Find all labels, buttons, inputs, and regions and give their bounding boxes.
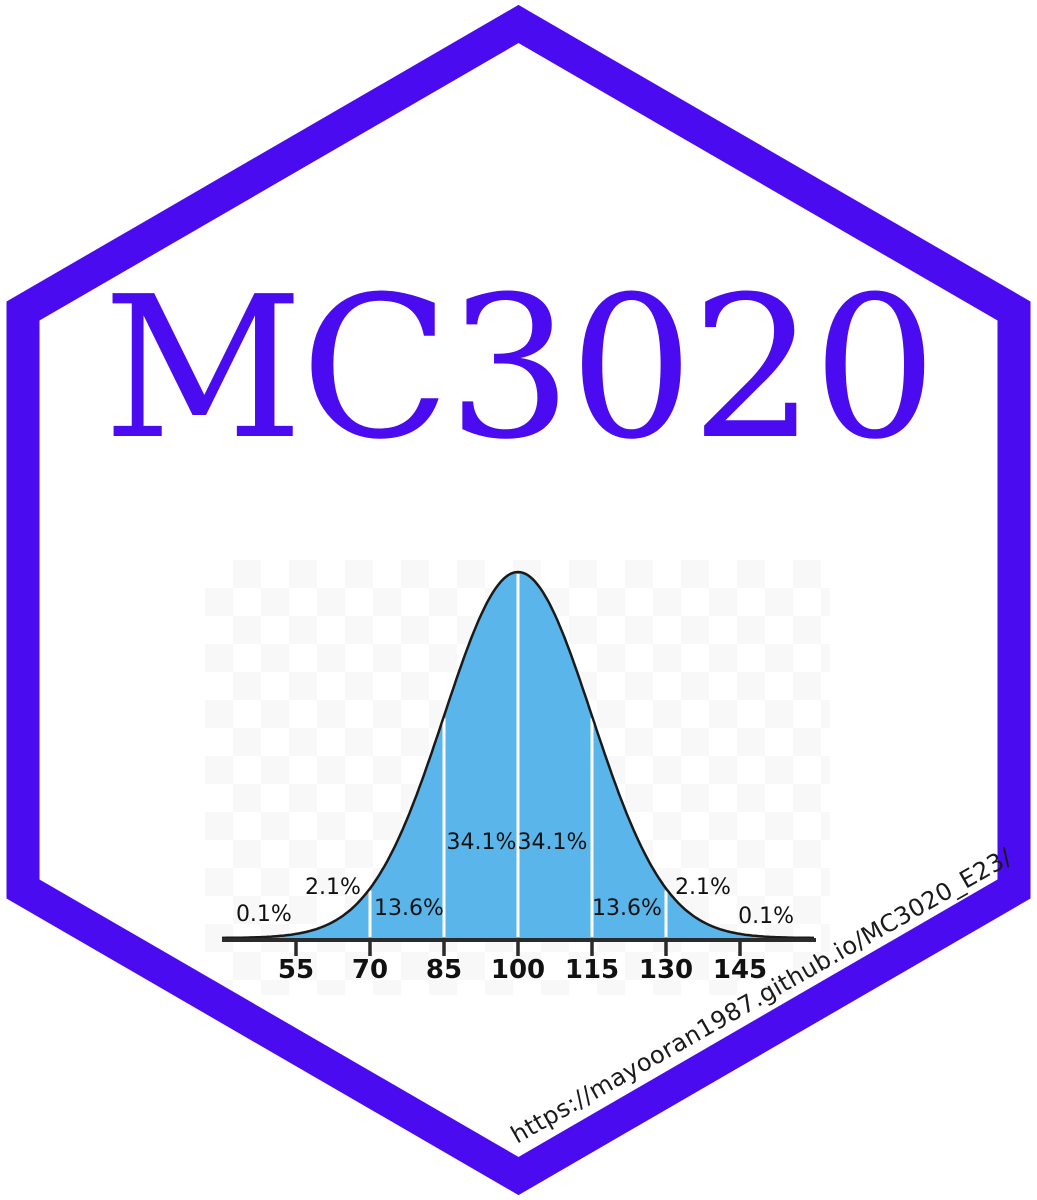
- segment-label: 0.1%: [236, 902, 292, 927]
- segment-label: 2.1%: [305, 875, 361, 900]
- curve-outline: [222, 570, 814, 940]
- x-tick-label: 145: [713, 955, 767, 985]
- segment-label: 34.1%: [518, 830, 588, 855]
- x-tick-label: 130: [639, 955, 693, 985]
- x-tick-label: 100: [491, 955, 545, 985]
- x-tick-label: 70: [352, 955, 388, 985]
- segment-label: 2.1%: [675, 875, 731, 900]
- x-tick-label: 115: [565, 955, 619, 985]
- segment-label: 34.1%: [447, 830, 517, 855]
- segment-label: 13.6%: [592, 896, 662, 921]
- hexagon-border: [6, 4, 1031, 1196]
- x-tick-label: 55: [278, 955, 314, 985]
- sticker-url: https://mayooran1987.github.io/MC3020_E2…: [506, 842, 1017, 1149]
- x-tick-label: 85: [426, 955, 462, 985]
- segment-label: 0.1%: [738, 904, 794, 929]
- segment-label: 13.6%: [374, 896, 444, 921]
- bell-curve-chart: 55 70 85 100 115 130 145 0.1% 2.1% 13.6% 34.1% 34.1…: [205, 560, 830, 995]
- sticker-title: MC3020: [102, 255, 937, 483]
- bell-curve-svg: 55 70 85 100 115 130 145 0.1% 2.1% 13.6% 34.1% 34.1…: [222, 570, 816, 985]
